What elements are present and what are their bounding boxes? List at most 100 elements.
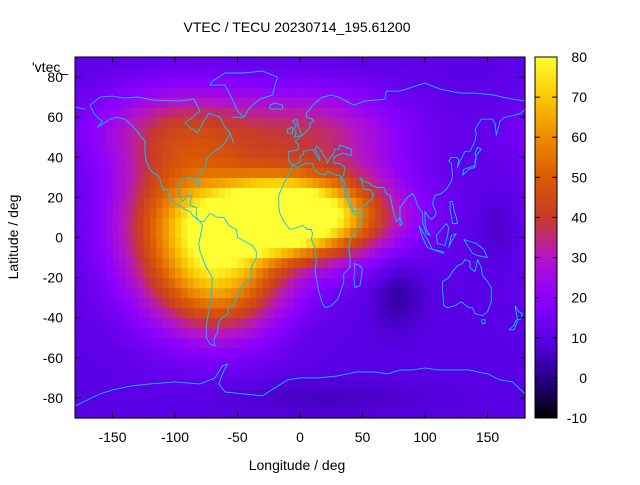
heatmap-cell (368, 267, 376, 279)
heatmap-cell (487, 227, 495, 239)
heatmap-cell (93, 167, 101, 178)
heatmap-cell (387, 67, 395, 78)
heatmap-cell (106, 167, 114, 178)
heatmap-cell (281, 377, 289, 389)
heatmap-cell (331, 247, 339, 259)
heatmap-cell (450, 157, 457, 168)
heatmap-cell (268, 357, 276, 369)
heatmap-cell (206, 297, 214, 309)
heatmap-cell (500, 127, 507, 138)
heatmap-cell (150, 367, 157, 379)
heatmap-cell (150, 207, 157, 219)
heatmap-cell (81, 387, 89, 399)
heatmap-cell (250, 137, 257, 148)
heatmap-cell (150, 347, 157, 359)
heatmap-cell (262, 187, 270, 198)
heatmap-cell (150, 287, 157, 299)
heatmap-cell (450, 287, 457, 299)
coastline (435, 223, 450, 246)
heatmap-cell (412, 327, 420, 339)
heatmap-cell (375, 407, 382, 419)
heatmap-cell (243, 357, 251, 369)
heatmap-cell (81, 117, 89, 128)
heatmap-cell (206, 287, 214, 299)
heatmap-cell (487, 107, 495, 118)
heatmap-cell (93, 307, 101, 319)
heatmap-cell (293, 107, 301, 118)
heatmap-cell (368, 377, 376, 389)
heatmap-cell (493, 317, 501, 329)
heatmap-cell (200, 337, 207, 349)
heatmap-cell (518, 127, 526, 138)
heatmap-cell (87, 387, 95, 399)
heatmap-cell (456, 307, 464, 319)
heatmap-cell (425, 157, 432, 168)
heatmap-cell (156, 297, 164, 309)
heatmap-cell (437, 337, 445, 349)
heatmap-cell (506, 367, 514, 379)
heatmap-cell (137, 227, 145, 239)
heatmap-cell (475, 237, 482, 249)
heatmap-cell (262, 107, 270, 118)
heatmap-cell (412, 247, 420, 259)
heatmap-cell (318, 167, 326, 178)
heatmap-cell (187, 157, 195, 168)
heatmap-cell (312, 87, 320, 98)
heatmap-cell (393, 177, 401, 188)
heatmap-cell (150, 267, 157, 279)
heatmap-cell (512, 107, 520, 118)
heatmap-cell (206, 67, 214, 78)
heatmap-cell (168, 217, 176, 229)
heatmap-cell (356, 317, 364, 329)
heatmap-cell (406, 327, 414, 339)
heatmap-cell (168, 127, 176, 138)
y-tick-label: 20 (47, 189, 63, 205)
heatmap-cell (506, 217, 514, 229)
heatmap-cell (481, 207, 489, 219)
heatmap-cell (518, 317, 526, 329)
heatmap-cell (387, 407, 395, 419)
heatmap-cell (362, 137, 370, 148)
heatmap-cell (387, 287, 395, 299)
heatmap-cell (225, 77, 232, 88)
heatmap-cell (287, 367, 295, 379)
heatmap-cell (162, 87, 170, 98)
heatmap-cell (293, 257, 301, 269)
heatmap-cell (100, 377, 107, 389)
heatmap-cell (350, 377, 357, 389)
heatmap-cell (387, 267, 395, 279)
heatmap-cell (300, 87, 307, 98)
coastline (449, 200, 458, 224)
heatmap-cell (131, 237, 139, 249)
coastline (442, 259, 492, 317)
heatmap-cell (331, 217, 339, 229)
heatmap-cell (325, 107, 332, 118)
heatmap-cell (100, 107, 107, 118)
heatmap-cell (181, 187, 189, 198)
heatmap-cell (162, 107, 170, 118)
heatmap-cell (125, 367, 132, 379)
heatmap-cell (437, 137, 445, 148)
heatmap-cell (418, 247, 426, 259)
heatmap-cell (325, 227, 332, 239)
heatmap-cell (81, 317, 89, 329)
heatmap-cell (381, 397, 389, 409)
heatmap-cell (150, 237, 157, 249)
heatmap-cell (481, 177, 489, 188)
heatmap-cell (150, 257, 157, 269)
heatmap-cell (268, 157, 276, 168)
heatmap-cell (500, 117, 507, 128)
heatmap-cell (475, 167, 482, 178)
heatmap-cell (500, 57, 507, 68)
heatmap-cell (218, 317, 226, 329)
heatmap-cell (143, 147, 151, 158)
heatmap-cell (293, 307, 301, 319)
heatmap-cell (206, 227, 214, 239)
heatmap-cell (193, 357, 201, 369)
heatmap-cell (512, 367, 520, 379)
heatmap-cell (262, 307, 270, 319)
heatmap-cell (137, 147, 145, 158)
heatmap-cell (331, 287, 339, 299)
heatmap-cell (87, 287, 95, 299)
heatmap-cell (75, 197, 82, 209)
